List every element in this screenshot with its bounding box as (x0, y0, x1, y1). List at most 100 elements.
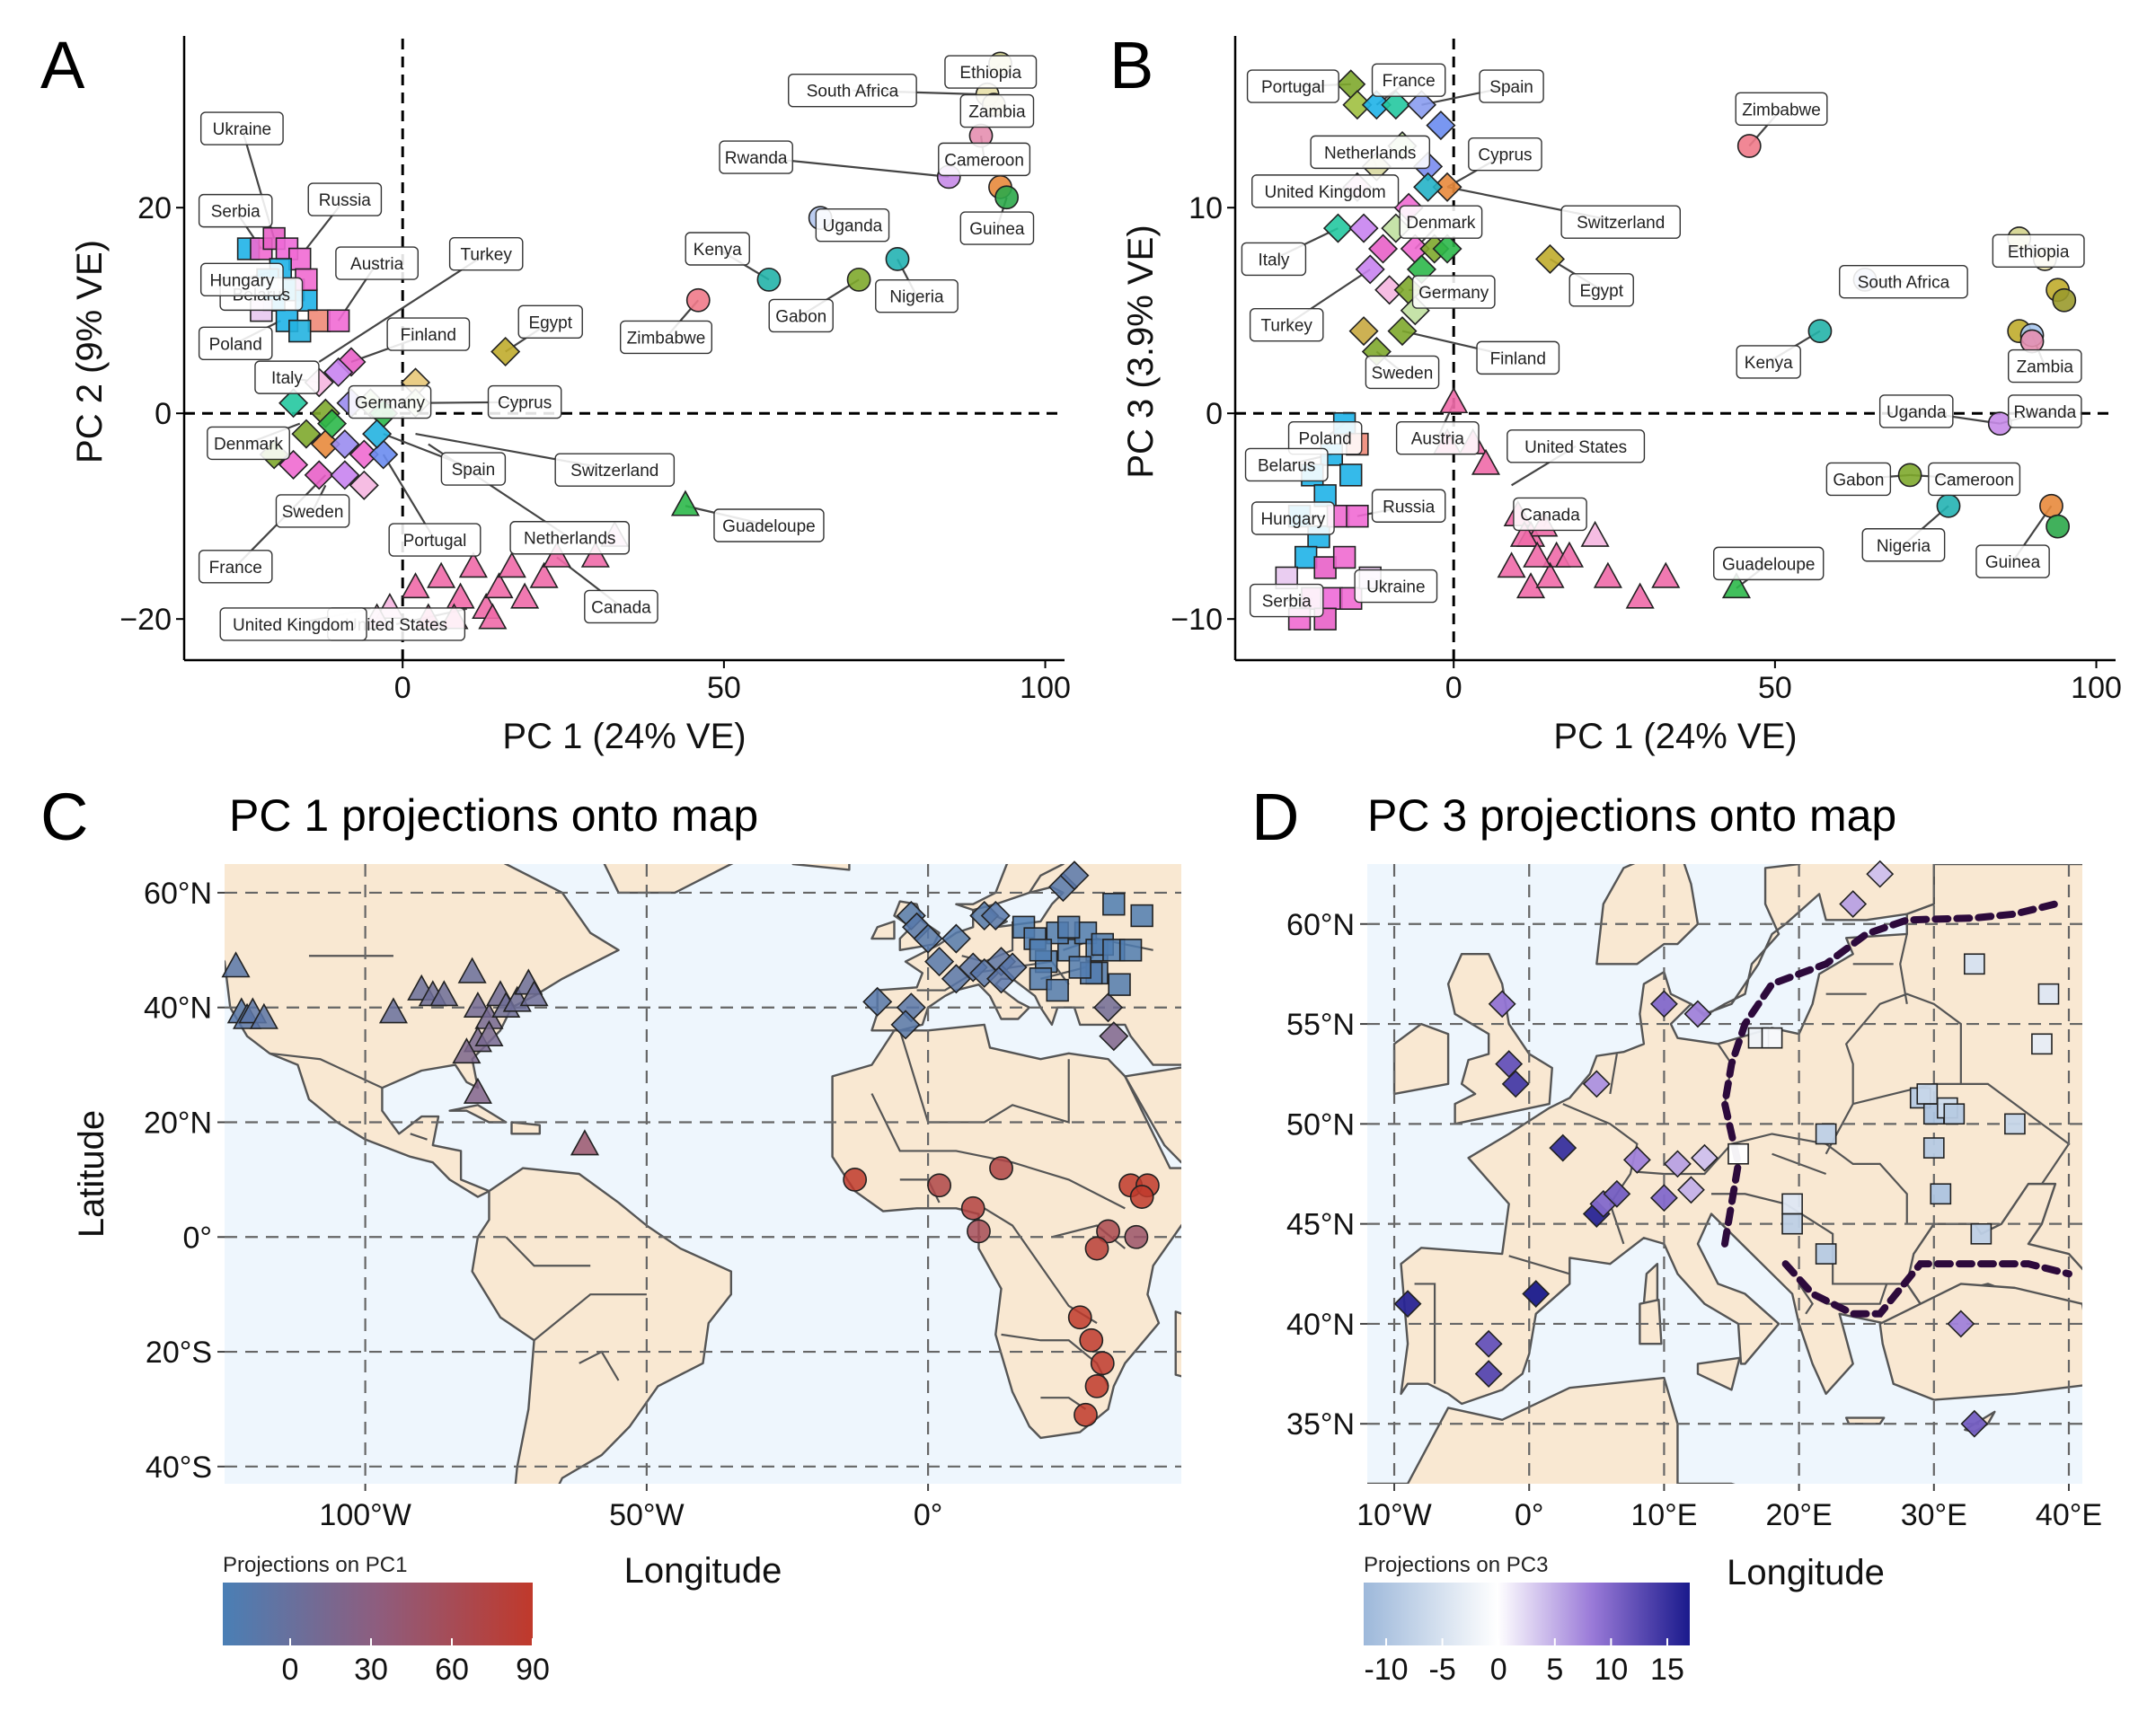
legend-tick-label: 90 (516, 1653, 550, 1687)
country-label: Kenya (1745, 354, 1793, 373)
map-point (1079, 1327, 1104, 1353)
country-label: United Kingdom (233, 616, 354, 635)
country-label: Zambia (2017, 358, 2074, 377)
map-point (1815, 1123, 1837, 1145)
country-label-box (207, 426, 290, 461)
country-label: Turkey (461, 246, 513, 265)
country-label: Zimbabwe (627, 329, 706, 348)
map-point (474, 1019, 504, 1046)
map-points (221, 860, 1160, 1427)
legend-tick-label: -5 (1429, 1653, 1456, 1687)
country-label-box (1371, 63, 1446, 97)
y-tick-label: 40°N (144, 992, 212, 1026)
country-label: Guinea (1985, 553, 2041, 572)
country-border (898, 1029, 1070, 1124)
legend-tick-label: -10 (1364, 1653, 1408, 1687)
map-point (1068, 956, 1091, 979)
x-axis-title: PC 1 (24% VE) (1553, 717, 1797, 756)
map-point (378, 997, 408, 1024)
country-border (1825, 1283, 1888, 1305)
data-point (1439, 386, 1469, 414)
legend-colorbar (1364, 1583, 1690, 1645)
country-label: Spain (452, 461, 496, 480)
x-axis-title: PC 1 (24% VE) (502, 717, 746, 756)
data-point (1348, 316, 1379, 347)
country-label: Egypt (528, 313, 572, 332)
country-border (1508, 1255, 1570, 1275)
map-point (1495, 1050, 1524, 1079)
map-point (1393, 1290, 1422, 1319)
country-label-box (1560, 205, 1681, 239)
country-border (1798, 1283, 1814, 1315)
data-point (685, 287, 711, 313)
data-point (1348, 213, 1379, 243)
country-label: Cyprus (498, 394, 552, 413)
data-point (330, 429, 360, 460)
country-label: Zimbabwe (1742, 101, 1821, 119)
country-border (1825, 992, 2071, 1185)
country-label-box (198, 326, 273, 361)
country-label-box (619, 320, 712, 355)
country-label: Cameroon (1934, 471, 2014, 489)
data-point (1497, 551, 1526, 578)
country-label-box (386, 317, 471, 351)
data-point (2039, 493, 2063, 518)
map-points (1393, 860, 2060, 1438)
x-tick-label: 20°E (1766, 1498, 1833, 1532)
data-point (307, 309, 331, 332)
x-tick-label: 30°E (1901, 1498, 1967, 1532)
map-point (924, 947, 955, 977)
x-tick-label: 0° (1515, 1498, 1544, 1532)
data-point (484, 572, 514, 599)
country-border (533, 1293, 647, 1342)
country-label-box (815, 207, 890, 243)
country-label-box (1568, 273, 1634, 307)
x-tick-label: 100 (2071, 671, 2122, 705)
data-point (1313, 556, 1337, 579)
country-label-box (685, 232, 750, 266)
country-label-box (1479, 69, 1544, 103)
legend-tick-label: 30 (354, 1653, 388, 1687)
data-point (458, 551, 488, 578)
country-label-box (348, 384, 432, 419)
map-point (221, 951, 251, 978)
data-point (2052, 287, 2077, 313)
data-point (885, 247, 910, 271)
data-point (330, 460, 360, 490)
country-label-box (1249, 308, 1324, 342)
country-label-box (199, 262, 284, 297)
map-point (1501, 1070, 1530, 1098)
map-point (452, 1037, 482, 1064)
country-label: Canada (591, 598, 651, 617)
y-axis-title: Latitude (72, 1110, 111, 1238)
y-tick-label: 45°N (1286, 1208, 1355, 1242)
map-point (941, 923, 971, 954)
map-point (1664, 1150, 1692, 1178)
map-point (1866, 860, 1895, 888)
map-point (1582, 1070, 1611, 1098)
map-point (1102, 893, 1126, 916)
country-label-box (1825, 462, 1892, 497)
map-point (1084, 1236, 1109, 1261)
country-label-box (1975, 544, 2050, 578)
data-point (580, 541, 610, 568)
landmass (225, 864, 1181, 1484)
y-tick-label: 0 (155, 397, 172, 431)
map-point (1130, 904, 1153, 928)
map-point (1781, 1193, 1803, 1215)
country-label: Ethiopia (2008, 243, 2070, 261)
panel-b: B 0 50 100 −10 0 10 PC 1 (24% VE) PC 3 (3.9% VE)… (1109, 28, 2122, 756)
land-outline (1595, 864, 1700, 966)
x-tick-label: 100 (1020, 671, 1071, 705)
data-point (756, 267, 782, 292)
country-label-box (254, 360, 320, 394)
map-point (1549, 1133, 1577, 1162)
data-point (278, 388, 309, 419)
cluster-boundary-line (1781, 1260, 2072, 1318)
map-point (1029, 967, 1053, 991)
panel-letter: B (1109, 28, 1153, 102)
country-label-box (487, 384, 562, 419)
country-label: Sweden (282, 503, 344, 522)
country-label-box (554, 453, 676, 487)
